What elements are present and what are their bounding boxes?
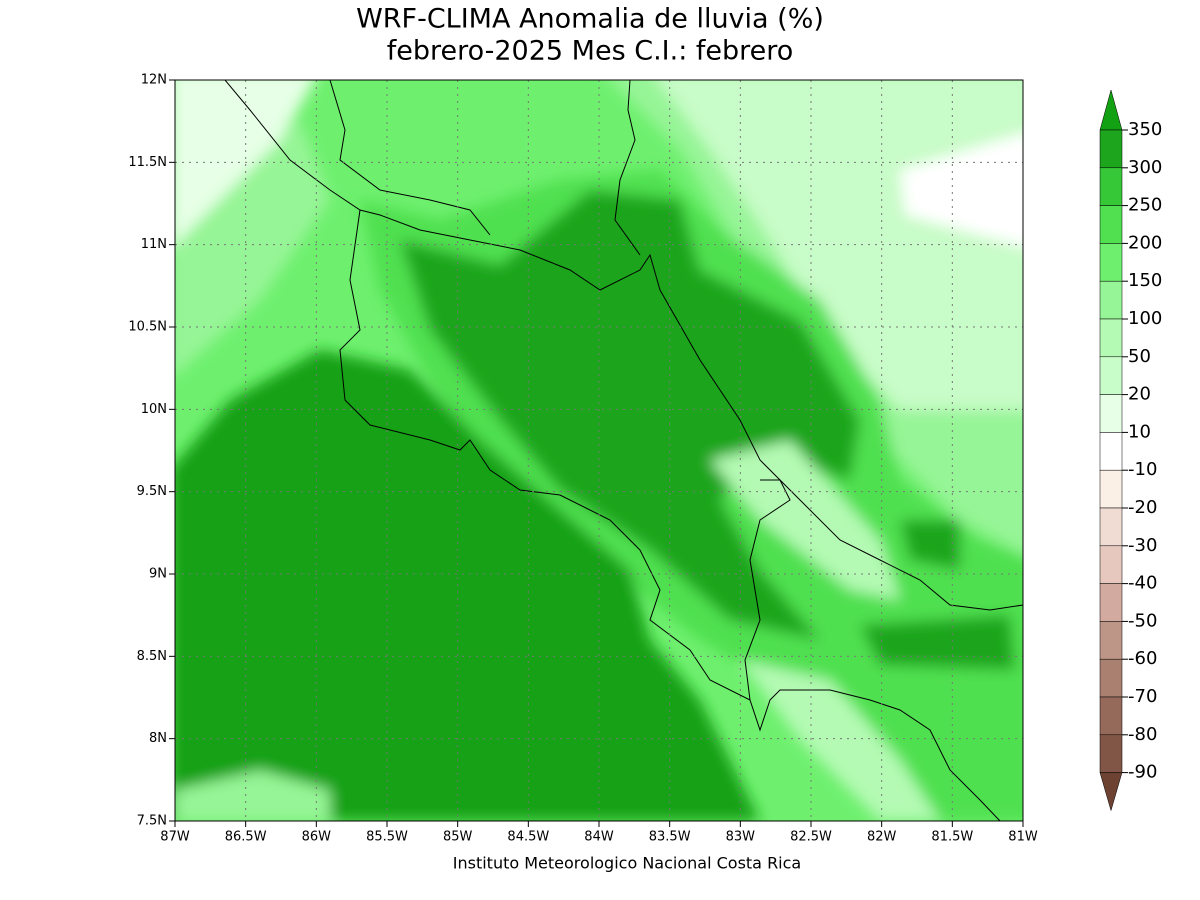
colorbar-bin — [1099, 432, 1123, 471]
y-tick-label: 11.5N — [128, 155, 167, 170]
colorbar-label: 150 — [1128, 270, 1162, 291]
y-tick-label: 10.5N — [128, 320, 167, 335]
colorbar-bin — [1099, 545, 1123, 584]
colorbar-bin — [1099, 167, 1123, 206]
colorbar-bin — [1099, 394, 1123, 433]
colorbar-label: -80 — [1128, 724, 1157, 745]
x-tick-label: 81W — [1008, 830, 1038, 845]
colorbar-label: -50 — [1128, 610, 1157, 631]
colorbar-label: -20 — [1128, 497, 1157, 518]
x-tick-label: 84.5W — [507, 830, 549, 845]
x-tick-label: 82.5W — [790, 830, 832, 845]
colorbar-label: 100 — [1128, 308, 1162, 329]
plot-frame — [174, 79, 1024, 822]
colorbar-label: 350 — [1128, 119, 1162, 140]
x-tick-label: 81.5W — [931, 830, 973, 845]
colorbar-bin — [1099, 243, 1123, 282]
grid — [169, 79, 1024, 827]
colorbar-bin — [1099, 734, 1123, 773]
colorbar-bin — [1099, 318, 1123, 358]
coastline — [224, 80, 1023, 821]
colorbar-arrow-top — [1099, 89, 1123, 131]
colorbar-bin — [1099, 469, 1123, 509]
colorbar-bin — [1099, 356, 1123, 395]
footer: Instituto Meteorologico Nacional Costa R… — [453, 854, 801, 873]
colorbar-label: 250 — [1128, 195, 1162, 216]
colorbar-label: 50 — [1128, 346, 1151, 367]
colorbar-bin — [1099, 205, 1123, 244]
x-tick-label: 86W — [302, 830, 332, 845]
colorbar-label: -10 — [1128, 459, 1157, 480]
colorbar-bin — [1099, 129, 1123, 169]
y-tick-label: 12N — [141, 73, 167, 88]
x-tick-label: 83W — [726, 830, 756, 845]
colorbar-arrow-bottom — [1099, 772, 1123, 812]
title-line-1: WRF-CLIMA Anomalia de lluvia (%) — [356, 4, 824, 35]
colorbar-bin — [1099, 621, 1123, 660]
x-tick-label: 82W — [867, 830, 897, 845]
colorbar-label: -30 — [1128, 535, 1157, 556]
colorbar-label: -90 — [1128, 762, 1157, 783]
y-tick-label: 7.5N — [137, 814, 167, 829]
x-tick-label: 87W — [160, 830, 190, 845]
y-tick-label: 10N — [141, 402, 167, 417]
colorbar-bin — [1099, 583, 1123, 622]
title-line-2: febrero-2025 Mes C.I.: febrero — [387, 36, 794, 67]
y-tick-label: 8.5N — [137, 649, 167, 664]
colorbar: 350 300 250 200 150 100 50 20 10 -10 -20 -30 -40 -50 -… — [1099, 89, 1162, 812]
anomaly-field — [175, 80, 1023, 821]
x-tick-label: 85.5W — [366, 830, 408, 845]
colorbar-label: -60 — [1128, 648, 1157, 669]
colorbar-label: 10 — [1128, 421, 1151, 442]
colorbar-label: 300 — [1128, 157, 1162, 178]
x-tick-label: 83.5W — [649, 830, 691, 845]
colorbar-bin — [1099, 507, 1123, 547]
y-tick-label: 9N — [149, 567, 167, 582]
colorbar-bin — [1099, 696, 1123, 736]
colorbar-bin — [1099, 280, 1123, 320]
y-tick-label: 11N — [141, 237, 167, 252]
x-tick-label: 85W — [443, 830, 473, 845]
y-tick-label: 8N — [149, 731, 167, 746]
y-tick-label: 9.5N — [137, 484, 167, 499]
colorbar-bin — [1099, 658, 1123, 698]
colorbar-label: 20 — [1128, 384, 1151, 405]
colorbar-label: 200 — [1128, 232, 1162, 253]
colorbar-label: -40 — [1128, 573, 1157, 594]
x-tick-label: 84W — [584, 830, 614, 845]
x-tick-label: 86.5W — [225, 830, 267, 845]
colorbar-label: -70 — [1128, 686, 1157, 707]
